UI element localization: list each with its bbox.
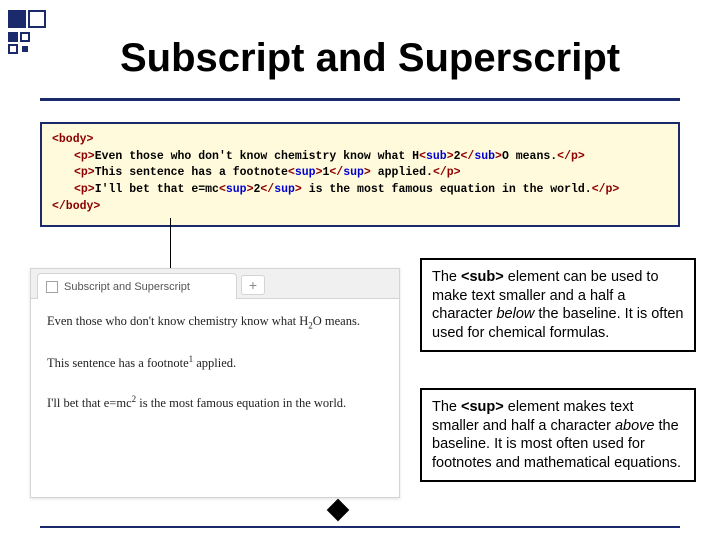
rendered-line-1: Even those who don't know chemistry know… [47,313,383,332]
tab-title: Subscript and Superscript [64,281,190,293]
slide-title: Subscript and Superscript [120,36,620,81]
connector-line [170,218,171,268]
sup-explanation-box: The <sup> element makes text smaller and… [420,388,696,482]
footer-diamond-icon [327,499,350,522]
title-rule [40,98,680,101]
browser-tabbar: Subscript and Superscript + [31,269,399,299]
footer-rule [40,526,680,528]
page-icon [46,281,58,293]
new-tab-button[interactable]: + [241,275,265,295]
code-body-open: <body> [52,133,93,146]
code-line-2: <p>This sentence has a footnote<sup>1</s… [52,165,668,182]
sub-explanation-box: The <sub> element can be used to make te… [420,258,696,352]
code-body-close: </body> [52,200,100,213]
browser-tab[interactable]: Subscript and Superscript [37,273,237,299]
code-example-box: <body> <p>Even those who don't know chem… [40,122,680,227]
rendered-line-3: I'll bet that e=mc2 is the most famous e… [47,394,383,411]
rendered-page: Even those who don't know chemistry know… [31,299,399,497]
browser-preview: Subscript and Superscript + Even those w… [30,268,400,498]
code-line-3: <p>I'll bet that e=mc<sup>2</sup> is the… [52,182,668,199]
code-line-1: <p>Even those who don't know chemistry k… [52,149,668,166]
rendered-line-2: This sentence has a footnote1 applied. [47,354,383,371]
